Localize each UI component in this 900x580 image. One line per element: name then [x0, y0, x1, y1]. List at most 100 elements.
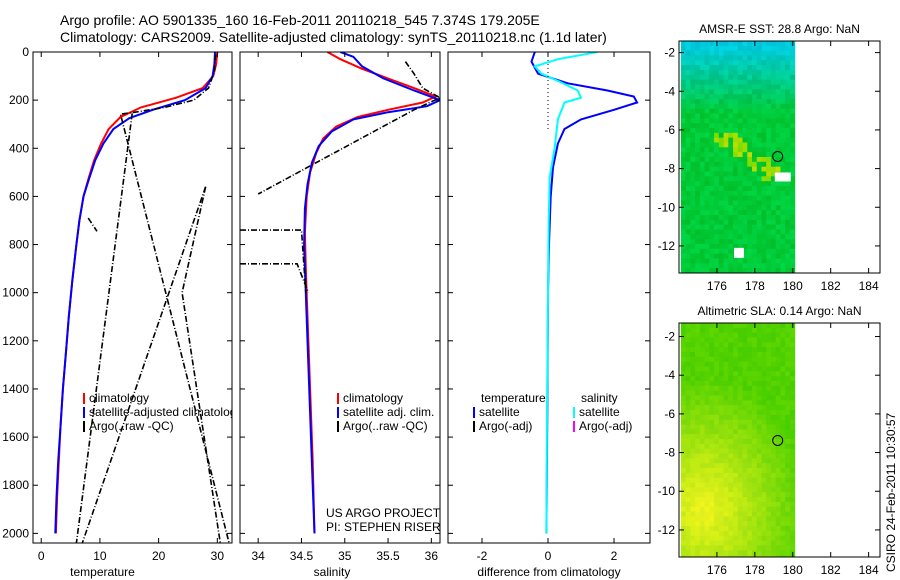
map-cell	[718, 501, 725, 508]
map-cell	[718, 70, 725, 76]
map-cell	[737, 195, 744, 201]
map-cell	[775, 356, 781, 363]
map-cell	[695, 210, 701, 216]
map-cell	[742, 458, 748, 464]
map-cell	[752, 99, 758, 105]
map-cell	[747, 234, 753, 240]
map-cell	[680, 60, 687, 66]
map-cell	[685, 210, 691, 216]
map-cell	[685, 448, 691, 455]
y-tick-label: -4	[664, 84, 675, 98]
map-cell	[747, 108, 753, 114]
map-cell	[789, 511, 796, 517]
map-cell	[699, 482, 706, 488]
map-cell	[785, 361, 791, 368]
missing-data-cell	[774, 172, 791, 182]
map-cell	[742, 327, 748, 334]
map-cell	[714, 147, 720, 153]
map-cell	[718, 99, 725, 105]
map-cell	[680, 434, 687, 440]
map-cell	[718, 453, 725, 459]
map-cell	[770, 268, 777, 273]
map-cell	[756, 50, 762, 56]
map-cell	[709, 219, 715, 226]
map-cell	[780, 506, 786, 513]
map-cell	[737, 128, 744, 134]
map-cell	[756, 94, 762, 100]
map-cell	[780, 186, 786, 192]
map-cell	[766, 439, 772, 445]
map-cell	[714, 545, 720, 551]
map-cell	[737, 161, 744, 168]
map-cell	[766, 352, 772, 358]
map-cell	[709, 41, 715, 47]
map-cell	[733, 60, 739, 66]
map-cell	[714, 424, 720, 430]
map-cell	[775, 210, 781, 216]
map-cell	[737, 361, 744, 368]
map-cell	[766, 258, 772, 264]
map-cell	[680, 108, 687, 114]
map-cell	[733, 521, 739, 527]
map-cell	[775, 263, 781, 269]
map-cell	[789, 70, 796, 76]
map-cell	[733, 84, 739, 90]
map-cell	[733, 381, 739, 387]
map-cell	[695, 535, 701, 542]
altimetric_sla_map-plot-area	[680, 323, 796, 557]
map-cell	[685, 506, 691, 513]
y-tick-label: -6	[664, 123, 675, 137]
map-cell	[714, 332, 720, 339]
map-cell	[685, 395, 691, 401]
map-cell	[785, 190, 791, 197]
map-cell	[775, 434, 781, 440]
map-cell	[718, 60, 725, 66]
map-cell	[780, 453, 786, 459]
map-cell	[742, 463, 748, 469]
map-cell	[756, 390, 762, 397]
map-cell	[747, 448, 753, 455]
map-cell	[704, 229, 710, 235]
map-cell	[756, 205, 762, 211]
map-cell	[761, 210, 767, 216]
map-cell	[789, 99, 796, 105]
map-cell	[680, 342, 687, 348]
map-cell	[766, 248, 772, 255]
map-cell	[756, 84, 762, 90]
map-cell	[775, 253, 781, 259]
map-cell	[785, 429, 791, 435]
map-cell	[775, 361, 781, 368]
map-cell	[728, 376, 734, 382]
map-cell	[770, 84, 777, 90]
map-cell	[728, 410, 734, 416]
map-cell	[789, 492, 796, 498]
map-cell	[770, 181, 777, 187]
map-cell	[680, 157, 687, 163]
map-cell	[699, 453, 706, 459]
map-cell	[690, 176, 696, 182]
map-cell	[775, 448, 781, 455]
map-cell	[704, 516, 710, 522]
map-cell	[714, 337, 720, 343]
map-cell	[737, 555, 744, 557]
map-cell	[747, 323, 753, 329]
map-cell	[789, 395, 796, 401]
map-cell	[761, 45, 767, 52]
map-cell	[728, 501, 734, 508]
map-cell	[785, 166, 791, 172]
map-cell	[761, 171, 767, 177]
map-cell	[728, 400, 734, 406]
map-cell	[728, 555, 734, 557]
map-cell	[728, 234, 734, 240]
map-cell	[733, 468, 739, 474]
map-cell	[723, 356, 729, 363]
map-cell	[723, 352, 729, 358]
map-cell	[723, 176, 729, 182]
map-cell	[789, 381, 796, 387]
x-tick-label: 176	[707, 279, 727, 293]
map-cell	[785, 424, 791, 430]
legend-label: climatology	[343, 391, 403, 405]
map-cell	[752, 94, 758, 100]
map-cell	[789, 248, 796, 255]
